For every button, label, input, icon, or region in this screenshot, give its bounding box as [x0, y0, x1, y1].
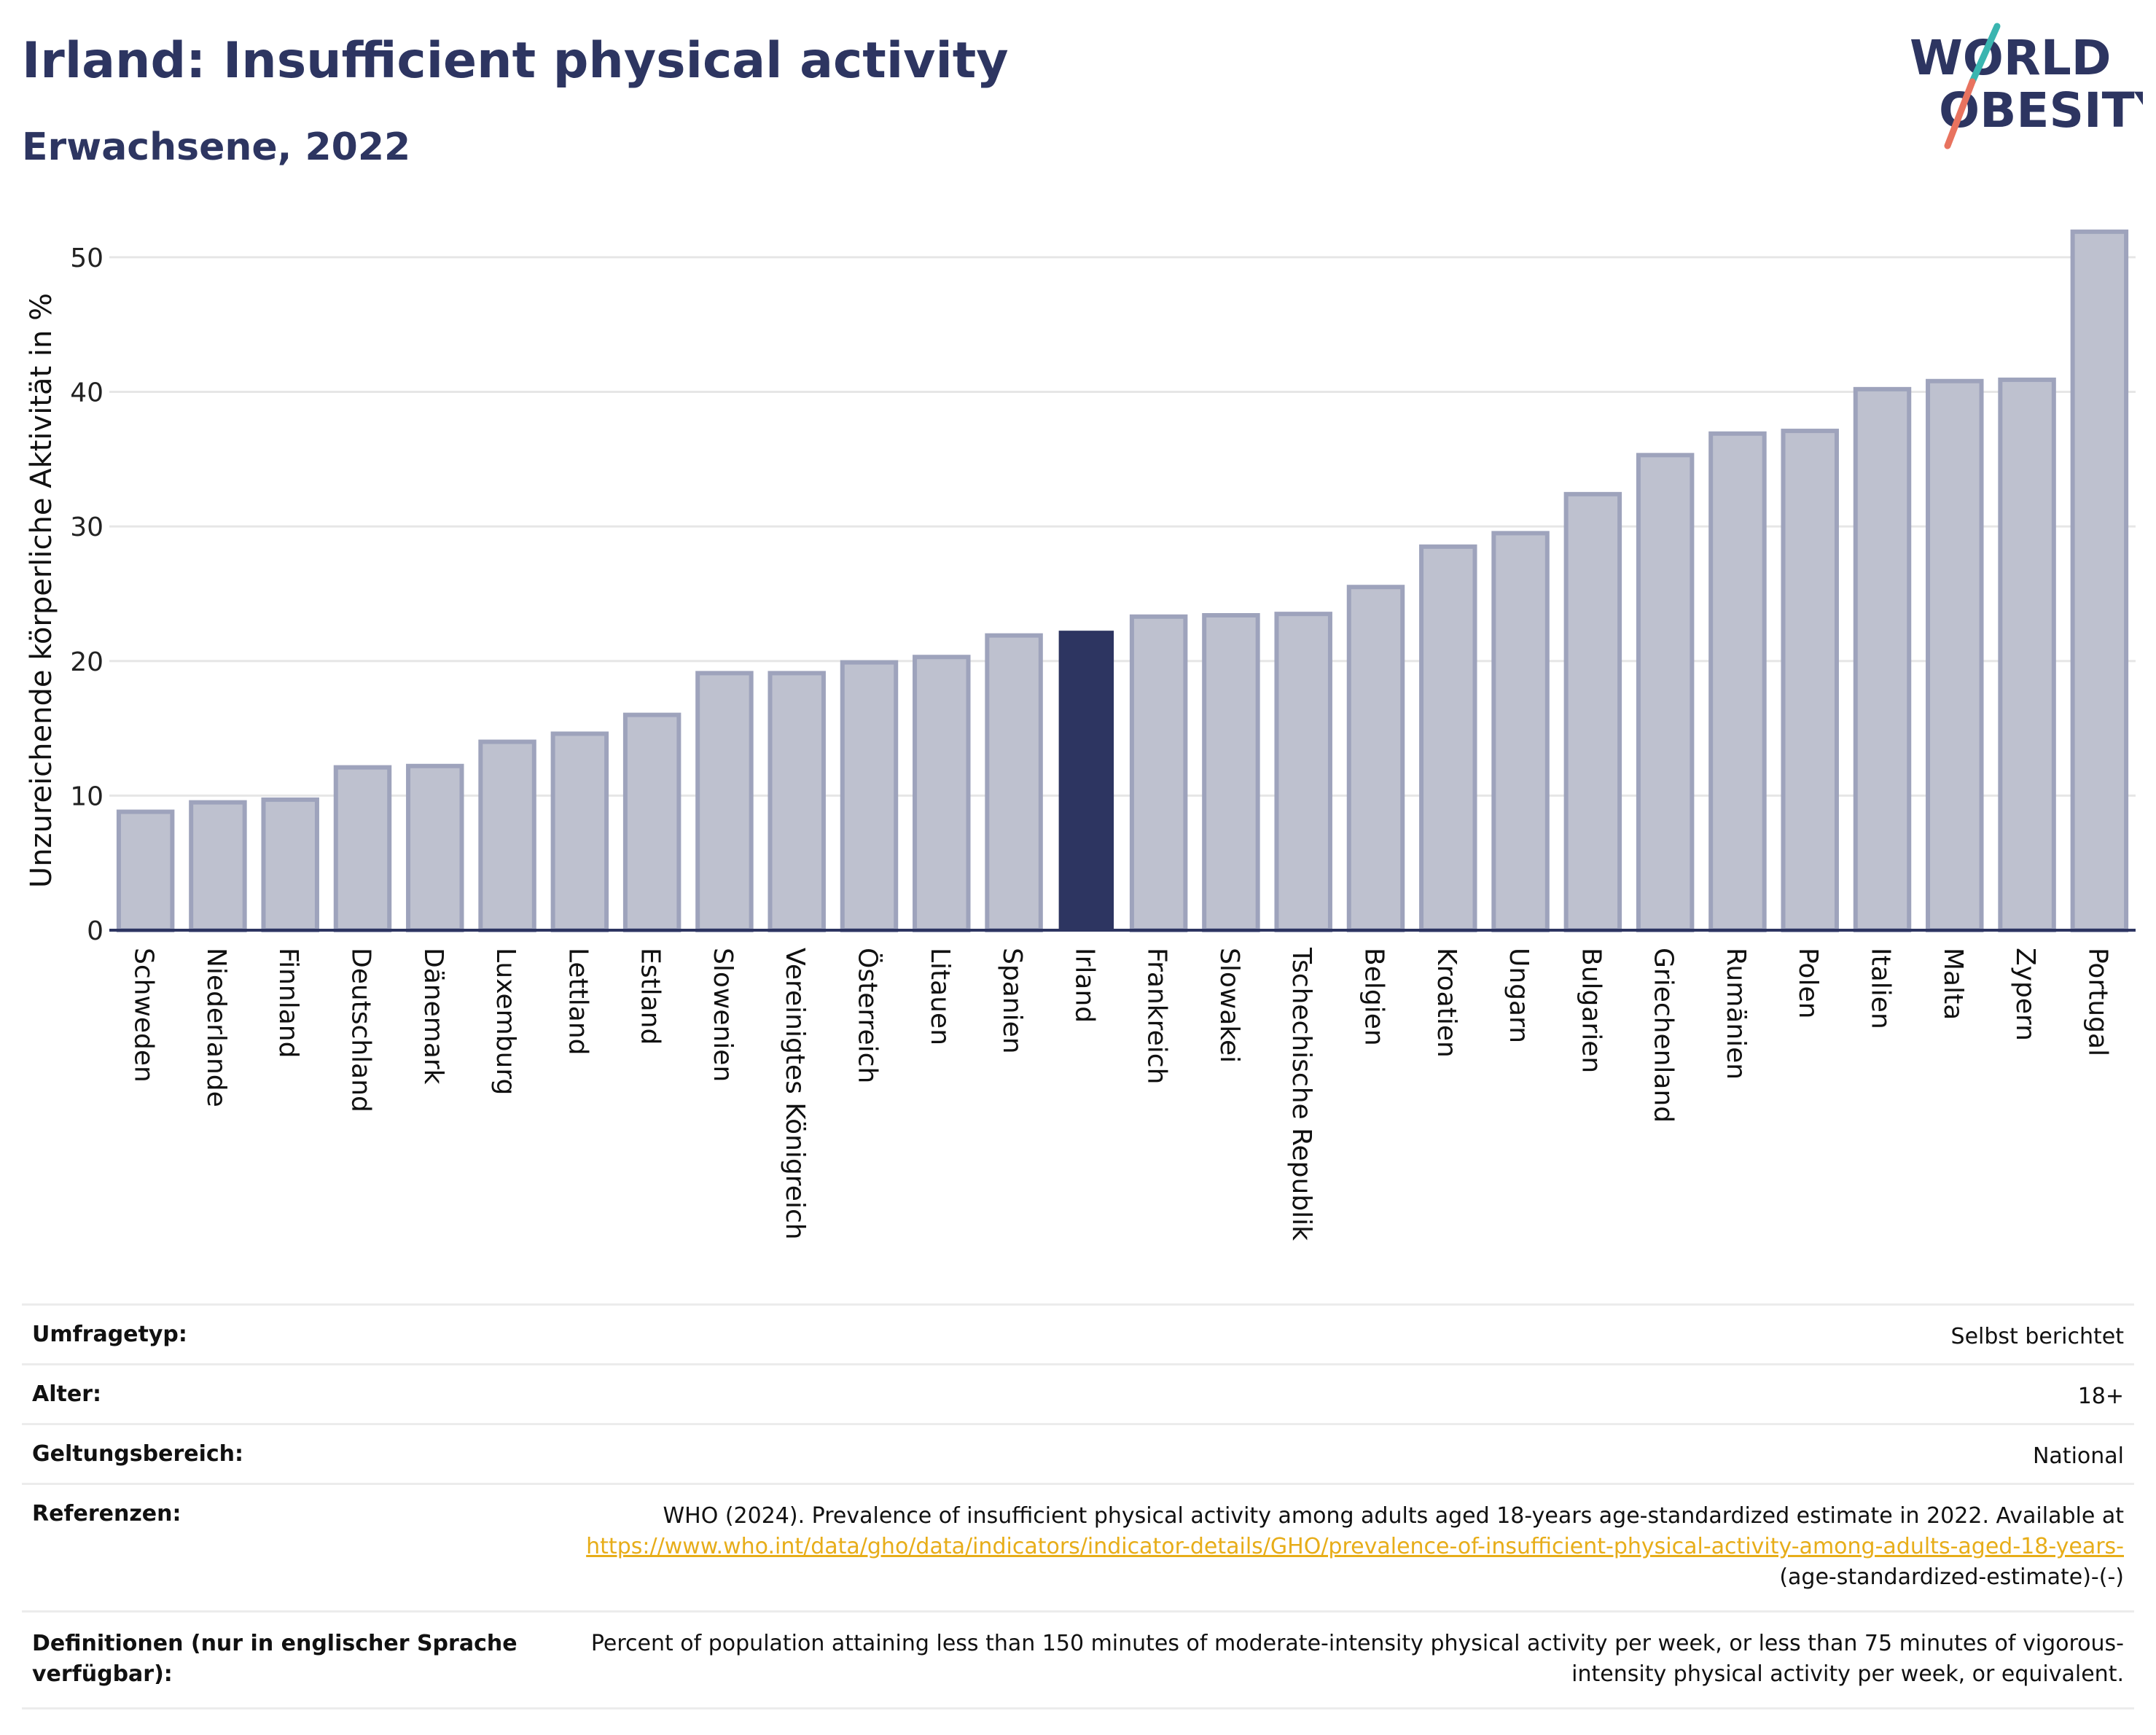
bar-13 — [1058, 631, 1114, 932]
bar-11 — [913, 655, 971, 932]
x-tick-label-0: Schweden — [129, 948, 159, 1083]
x-tick-label-6: Lettland — [563, 948, 593, 1056]
bar-20 — [1563, 491, 1622, 932]
references-suffix: (age-standardized-estimate)-(-) — [1779, 1564, 2124, 1590]
bar-0 — [116, 809, 175, 932]
bar-18 — [1419, 544, 1477, 932]
x-tick-label-27: Portugal — [2082, 948, 2112, 1056]
x-tick-label-23: Polen — [1793, 948, 1823, 1018]
info-row-references: Referenzen: WHO (2024). Prevalence of in… — [22, 1483, 2134, 1610]
page-subtitle: Erwachsene, 2022 — [22, 125, 411, 169]
info-row-age: Alter: 18+ — [22, 1363, 2134, 1423]
scope-label: Geltungsbereich: — [32, 1441, 244, 1467]
x-tick-label-2: Finnland — [273, 948, 303, 1058]
references-link[interactable]: https://www.who.int/data/gho/data/indica… — [586, 1534, 2124, 1559]
y-tick-label-1: 10 — [70, 781, 103, 811]
y-tick-label-2: 20 — [70, 647, 103, 677]
page-title: Irland: Insufficient physical activity — [22, 32, 1009, 90]
bar-2 — [261, 797, 319, 933]
definitions-label: Definitionen (nur in englischer Sprache … — [32, 1631, 517, 1687]
x-tick-label-19: Ungarn — [1504, 948, 1534, 1043]
info-table: Umfragetyp: Selbst berichtet Alter: 18+ … — [22, 1303, 2134, 1709]
references-text: WHO (2024). Prevalence of insufficient p… — [663, 1503, 2124, 1529]
bar-4 — [406, 763, 464, 933]
x-tick-label-14: Frankreich — [1142, 948, 1172, 1084]
bar-17 — [1346, 585, 1405, 932]
age-label: Alter: — [32, 1381, 101, 1407]
x-tick-label-16: Tschechische Republik — [1286, 947, 1316, 1241]
x-tick-label-10: Österreich — [853, 948, 883, 1083]
world-obesity-logo: WORLD OBESITY — [1910, 23, 2143, 149]
x-tick-label-21: Griechenland — [1649, 948, 1679, 1123]
bar-19 — [1491, 531, 1550, 932]
bar-23 — [1781, 429, 1839, 932]
info-row-survey: Umfragetyp: Selbst berichtet — [22, 1303, 2134, 1363]
bar-9 — [768, 671, 826, 933]
bar-26 — [1998, 377, 2056, 932]
y-tick-label-4: 40 — [70, 378, 103, 408]
x-tick-label-4: Dänemark — [418, 948, 448, 1085]
bar-10 — [840, 660, 899, 932]
logo-line2: OBESITY — [1939, 82, 2143, 139]
y-tick-label-0: 0 — [87, 916, 103, 946]
x-tick-label-12: Spanien — [997, 948, 1027, 1054]
x-tick-label-11: Litauen — [925, 948, 955, 1045]
bar-16 — [1274, 612, 1332, 933]
references-value: WHO (2024). Prevalence of insufficient p… — [579, 1501, 2124, 1593]
bar-21 — [1636, 453, 1695, 932]
bar-6 — [550, 731, 609, 932]
bar-22 — [1708, 431, 1767, 932]
x-tick-label-3: Deutschland — [346, 948, 376, 1112]
bar-5 — [478, 739, 536, 932]
logo-line1: WORLD — [1910, 30, 2112, 86]
y-tick-label-5: 50 — [70, 243, 103, 273]
x-tick-label-17: Belgien — [1359, 948, 1389, 1046]
info-row-scope: Geltungsbereich: National — [22, 1423, 2134, 1483]
bar-7 — [622, 712, 681, 932]
x-tick-label-5: Luxemburg — [491, 948, 520, 1095]
definitions-value: Percent of population attaining less tha… — [590, 1631, 2124, 1687]
x-tick-label-1: Niederlande — [201, 948, 231, 1107]
survey-type-value: Selbst berichtet — [1950, 1324, 2124, 1349]
bar-25 — [1926, 378, 1984, 932]
x-tick-label-15: Slowakei — [1214, 948, 1244, 1063]
bar-27 — [2070, 229, 2129, 933]
x-tick-label-13: Irland — [1069, 948, 1099, 1023]
x-tick-label-18: Kroatien — [1432, 948, 1461, 1058]
x-tick-label-9: Vereinigtes Königreich — [780, 948, 810, 1240]
bar-24 — [1853, 386, 1912, 932]
x-tick-label-20: Bulgarien — [1576, 948, 1606, 1073]
x-tick-label-7: Estland — [636, 948, 665, 1045]
logo-slash-teal — [1969, 23, 2001, 85]
bar-chart: 0 10 20 30 40 50 Unzureichende körperliche Akt… — [25, 229, 2136, 1241]
bar-12 — [985, 633, 1043, 932]
x-tick-label-22: Rumänien — [1721, 948, 1751, 1080]
x-tick-label-26: Zypern — [2010, 948, 2040, 1041]
x-tick-label-25: Malta — [1938, 948, 1968, 1020]
references-label: Referenzen: — [32, 1501, 181, 1527]
bar-14 — [1129, 614, 1188, 932]
bar-3 — [333, 765, 392, 932]
bar-1 — [189, 800, 247, 932]
survey-type-label: Umfragetyp: — [32, 1322, 187, 1347]
bar-15 — [1202, 613, 1260, 932]
x-tick-label-24: Italien — [1866, 948, 1896, 1029]
info-row-definitions: Definitionen (nur in englischer Sprache … — [22, 1610, 2134, 1709]
age-value: 18+ — [2077, 1384, 2124, 1409]
logo-slash-coral — [1944, 78, 1976, 149]
y-axis-label: Unzureichende körperliche Aktivität in % — [25, 293, 58, 888]
scope-value: National — [2032, 1443, 2124, 1469]
x-tick-label-8: Slowenien — [708, 948, 738, 1082]
y-tick-label-3: 30 — [70, 512, 103, 542]
bar-8 — [695, 671, 754, 933]
